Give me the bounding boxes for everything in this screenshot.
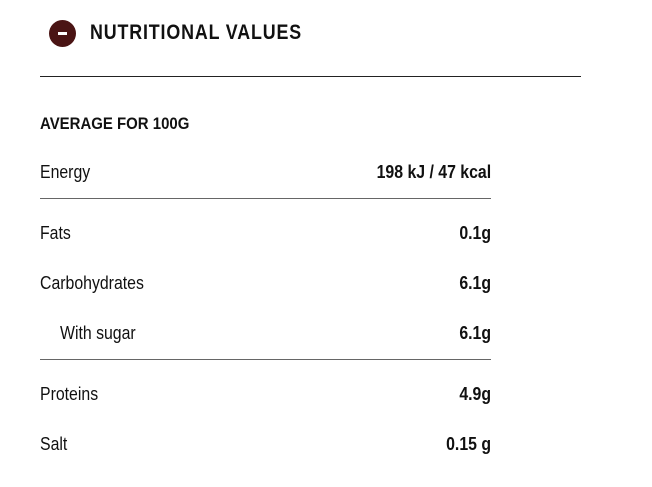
nutrient-value: 6.1g (459, 323, 491, 343)
nutrient-name: Salt (40, 434, 68, 454)
divider (40, 76, 581, 77)
table-caption: AVERAGE FOR 100G (40, 114, 190, 133)
nutrient-name: With sugar (60, 323, 136, 343)
nutrient-name: Energy (40, 162, 91, 182)
table-row: Salt 0.15 g (40, 434, 491, 458)
table-row: Proteins 4.9g (40, 384, 491, 408)
nutrient-value: 6.1g (459, 273, 491, 293)
nutrient-value: 198 kJ / 47 kcal (376, 162, 491, 182)
nutrient-value: 0.1g (459, 223, 491, 243)
nutrient-name: Fats (40, 223, 71, 243)
nutrient-value: 0.15 g (446, 434, 491, 454)
table-row: Carbohydrates 6.1g (40, 273, 491, 297)
section-title[interactable]: NUTRITIONAL VALUES (90, 21, 302, 44)
nutrient-value: 4.9g (459, 384, 491, 404)
nutrient-name: Carbohydrates (40, 273, 144, 293)
nutrient-name: Proteins (40, 384, 99, 404)
table-row: Fats 0.1g (40, 223, 491, 247)
table-row: Energy 198 kJ / 47 kcal (40, 162, 491, 186)
collapse-icon[interactable] (49, 20, 76, 47)
table-row: With sugar 6.1g (40, 323, 491, 347)
row-separator (40, 198, 491, 199)
row-separator (40, 359, 491, 360)
